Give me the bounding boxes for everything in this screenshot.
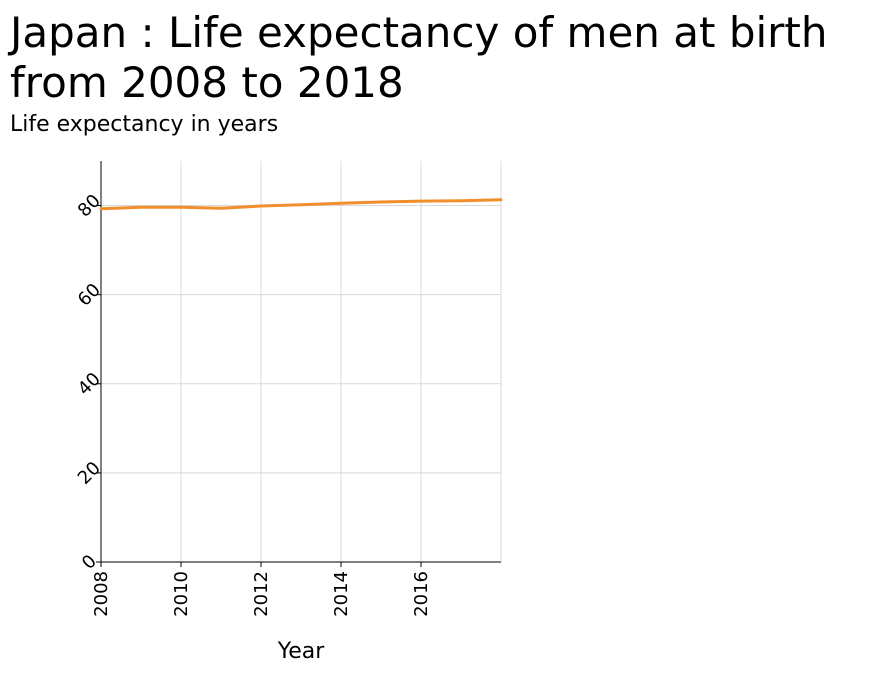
y-tick-label: 40 [74, 369, 105, 400]
chart-title: Japan : Life expectancy of men at birth … [10, 8, 828, 107]
y-tick-label: 60 [74, 279, 105, 310]
y-tick-label: 0 [78, 551, 101, 574]
y-tick-label: 80 [74, 190, 105, 221]
series-line [99, 198, 503, 211]
x-axis-label: Year [277, 639, 326, 664]
y-tick-label: 20 [74, 458, 105, 489]
axis-ticks: 2008 2010 2012 2014 2016 0 20 40 60 80 [74, 190, 432, 616]
grid-lines [101, 161, 502, 562]
x-tick-label: 2010 [171, 571, 192, 617]
x-tick-label: 2012 [251, 571, 272, 617]
y-axis-label: Life expectancy in years [10, 112, 279, 137]
chart-axes [100, 161, 501, 563]
x-tick-label: 2014 [331, 571, 352, 617]
x-tick-label: 2016 [411, 571, 432, 617]
x-tick-label: 2008 [91, 571, 112, 617]
series-group [99, 198, 503, 211]
